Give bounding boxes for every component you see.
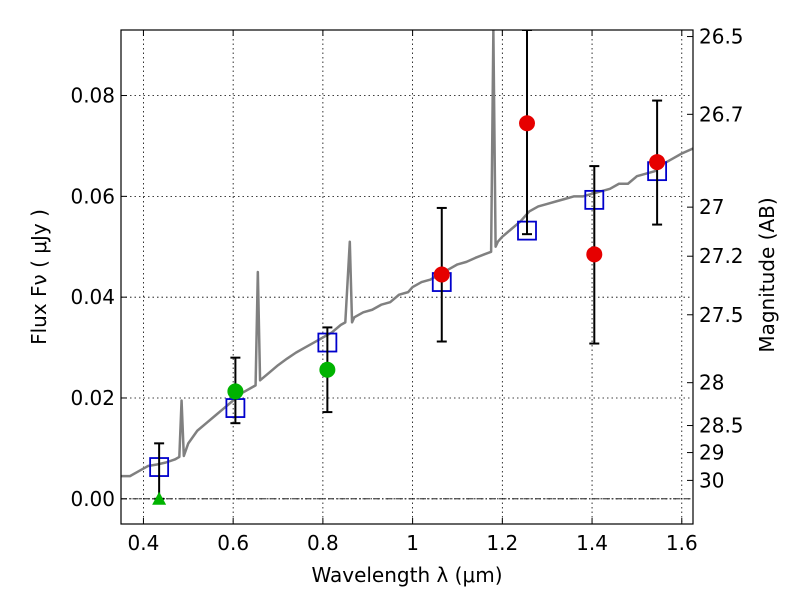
mag-tick-label: 26.7 [699, 102, 744, 126]
x-tick-label: 1.6 [666, 531, 698, 555]
data-point [519, 115, 536, 132]
data-point [433, 266, 450, 283]
sed-line [121, 30, 693, 478]
y-tick-label: 0.02 [70, 386, 115, 410]
data-point [586, 246, 603, 263]
x-tick-label: 1 [406, 531, 419, 555]
y-tick-label: 0.04 [70, 285, 115, 309]
data-point [227, 383, 244, 400]
data-point [319, 361, 336, 378]
y-axis-right-label: Magnitude (AB) [755, 197, 779, 352]
y-tick-label: 0.08 [70, 84, 115, 108]
mag-tick-label: 27.2 [699, 244, 744, 268]
mag-tick-label: 29 [699, 441, 724, 465]
axis-ticks: 0.4 0.6 0.8 1 1.2 1.4 1.6 0.00 0.02 0.04 0.06 0.08 2… [70, 25, 743, 555]
plot-area [121, 30, 693, 505]
mag-tick-label: 30 [699, 468, 724, 492]
x-tick-label: 0.8 [307, 531, 339, 555]
x-tick-label: 1.4 [576, 531, 608, 555]
axes-frame [120, 29, 694, 525]
mag-tick-label: 28 [699, 371, 724, 395]
mag-tick-label: 28.5 [699, 414, 744, 438]
mag-tick-label: 27 [699, 195, 724, 219]
grid-lines [121, 30, 693, 524]
y-axis-label: Flux Fν ( μJy ) [27, 209, 51, 345]
upper-limit-point [152, 491, 167, 505]
x-tick-label: 1.2 [486, 531, 518, 555]
mag-tick-label: 26.5 [699, 25, 744, 49]
x-tick-label: 0.6 [217, 531, 249, 555]
x-axis-label: Wavelength λ (μm) [311, 563, 502, 587]
y-tick-label: 0.06 [70, 184, 115, 208]
mag-tick-label: 27.5 [699, 303, 744, 327]
x-tick-label: 0.4 [128, 531, 160, 555]
data-point [649, 154, 666, 171]
y-tick-label: 0.00 [70, 487, 115, 511]
